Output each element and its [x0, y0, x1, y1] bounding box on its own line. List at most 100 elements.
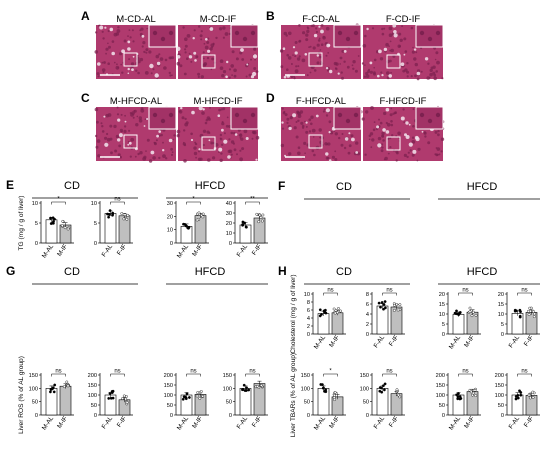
nucleus-dot	[286, 121, 289, 124]
nucleus-dot	[362, 44, 367, 48]
y-tick-label: 10	[439, 312, 445, 318]
nucleus-dot	[142, 41, 146, 45]
data-point	[107, 396, 111, 400]
inset-nucleus	[152, 30, 158, 36]
nucleus-dot	[113, 124, 117, 129]
y-tick-label: 150	[436, 383, 445, 389]
data-point	[241, 223, 245, 227]
inset-magnified	[148, 24, 177, 48]
nucleus-dot	[195, 156, 198, 159]
nucleus-dot	[433, 73, 437, 77]
vacuole-dot	[325, 152, 329, 156]
nucleus-dot	[252, 131, 256, 135]
nucleus-dot	[197, 72, 201, 76]
nucleus-dot	[193, 29, 196, 32]
y-tick-label: 0	[170, 241, 173, 247]
vacuole-dot	[208, 139, 211, 142]
nucleus-dot	[123, 129, 127, 133]
nucleus-dot	[304, 152, 306, 154]
nucleus-dot	[410, 26, 414, 30]
nucleus-dot	[368, 138, 371, 141]
data-point	[187, 396, 191, 399]
nucleus-dot	[164, 58, 168, 62]
bar-f-al	[239, 388, 252, 416]
data-point	[261, 213, 265, 217]
vacuole-dot	[292, 46, 296, 49]
nucleus-dot	[420, 70, 423, 73]
nucleus-dot	[283, 31, 288, 36]
vacuole-dot	[127, 72, 130, 75]
vacuole-dot	[111, 51, 115, 56]
y-tick-label: 10	[226, 231, 232, 237]
nucleus-dot	[397, 131, 401, 136]
x-category-label: M-AL	[176, 243, 191, 260]
nucleus-dot	[105, 47, 109, 51]
vacuole-dot	[162, 149, 165, 152]
nucleus-dot	[293, 77, 296, 80]
vacuole-dot	[202, 108, 205, 111]
data-point	[379, 386, 383, 390]
nucleus-dot	[427, 141, 431, 145]
nucleus-dot	[193, 146, 197, 150]
nucleus-dot	[390, 107, 393, 110]
micrograph-label: F-CD-IF	[386, 14, 420, 25]
nucleus-dot	[190, 132, 193, 136]
nucleus-dot	[315, 27, 318, 30]
data-point	[471, 310, 475, 314]
nucleus-dot	[197, 75, 200, 78]
nucleus-dot	[365, 74, 370, 78]
chart-G-1: 0 50 100 150 Liver ROS (% of AL group) M-AL M-…	[18, 356, 74, 434]
nucleus-dot	[228, 68, 232, 71]
nucleus-dot	[222, 36, 225, 39]
y-tick-label: 100	[29, 386, 38, 392]
nucleus-dot	[215, 36, 218, 40]
y-tick-label: 0	[94, 413, 97, 419]
vacuole-dot	[351, 137, 355, 142]
panel-letter: B	[266, 9, 275, 23]
nucleus-dot	[355, 141, 359, 145]
group-title-hfcd: HFCD	[195, 180, 226, 192]
nucleus-dot	[168, 56, 172, 60]
significance-label: ns	[386, 288, 392, 294]
nucleus-dot	[387, 137, 390, 140]
nucleus-dot	[435, 70, 439, 73]
data-point	[185, 224, 189, 228]
nucleus-dot	[390, 123, 394, 127]
nucleus-dot	[183, 159, 187, 163]
vacuole-dot	[416, 71, 421, 76]
data-point	[126, 213, 130, 217]
nucleus-dot	[385, 42, 389, 47]
micrograph-m-hfcd-al: M-HFCD-AL	[94, 96, 177, 163]
data-point	[456, 397, 460, 401]
nucleus-dot	[165, 157, 168, 160]
nucleus-dot	[413, 57, 417, 61]
nucleus-dot	[429, 68, 433, 73]
nucleus-dot	[219, 158, 223, 162]
nucleus-dot	[204, 45, 209, 50]
nucleus-dot	[96, 120, 99, 124]
x-category-label: F-IF	[116, 243, 128, 257]
nucleus-dot	[208, 52, 211, 55]
vacuole-dot	[97, 62, 101, 66]
nucleus-dot	[116, 106, 119, 109]
nucleus-dot	[373, 58, 377, 62]
vacuole-dot	[225, 75, 228, 79]
nucleus-dot	[395, 150, 399, 154]
nucleus-dot	[199, 34, 203, 38]
nucleus-dot	[219, 66, 224, 70]
nucleus-dot	[178, 110, 183, 114]
vacuole-dot	[156, 134, 160, 138]
vacuole-dot	[366, 27, 369, 31]
y-tick-label: 5	[501, 322, 504, 328]
nucleus-dot	[212, 42, 215, 45]
nucleus-dot	[434, 153, 437, 156]
y-tick-label: 30	[167, 201, 173, 207]
nucleus-dot	[236, 153, 238, 156]
bar-f-if	[525, 312, 538, 335]
nucleus-dot	[220, 108, 223, 111]
nucleus-dot	[220, 152, 223, 155]
nucleus-dot	[119, 155, 122, 159]
vacuole-dot	[104, 26, 107, 29]
data-point	[111, 211, 115, 215]
nucleus-dot	[183, 144, 187, 147]
